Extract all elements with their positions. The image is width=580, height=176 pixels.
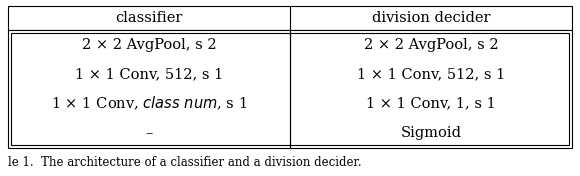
Text: 1 × 1 Conv, $\mathit{class\ num}$, s 1: 1 × 1 Conv, $\mathit{class\ num}$, s 1 [51,95,247,112]
Text: division decider: division decider [372,11,490,25]
Text: le 1.  The architecture of a classifier and a division decider.: le 1. The architecture of a classifier a… [8,156,361,169]
Text: 2 × 2 AvgPool, s 2: 2 × 2 AvgPool, s 2 [364,38,498,52]
Bar [11,33,569,145]
Text: 2 × 2 AvgPool, s 2: 2 × 2 AvgPool, s 2 [82,38,216,52]
Text: Sigmoid: Sigmoid [401,126,462,140]
Text: 1 × 1 Conv, 512, s 1: 1 × 1 Conv, 512, s 1 [357,67,505,81]
Text: 1 × 1 Conv, 512, s 1: 1 × 1 Conv, 512, s 1 [75,67,223,81]
Bar [8,6,572,30]
Bar [8,30,572,148]
Text: 1 × 1 Conv, 1, s 1: 1 × 1 Conv, 1, s 1 [366,97,496,111]
Text: classifier: classifier [115,11,183,25]
Text: –: – [146,126,153,140]
